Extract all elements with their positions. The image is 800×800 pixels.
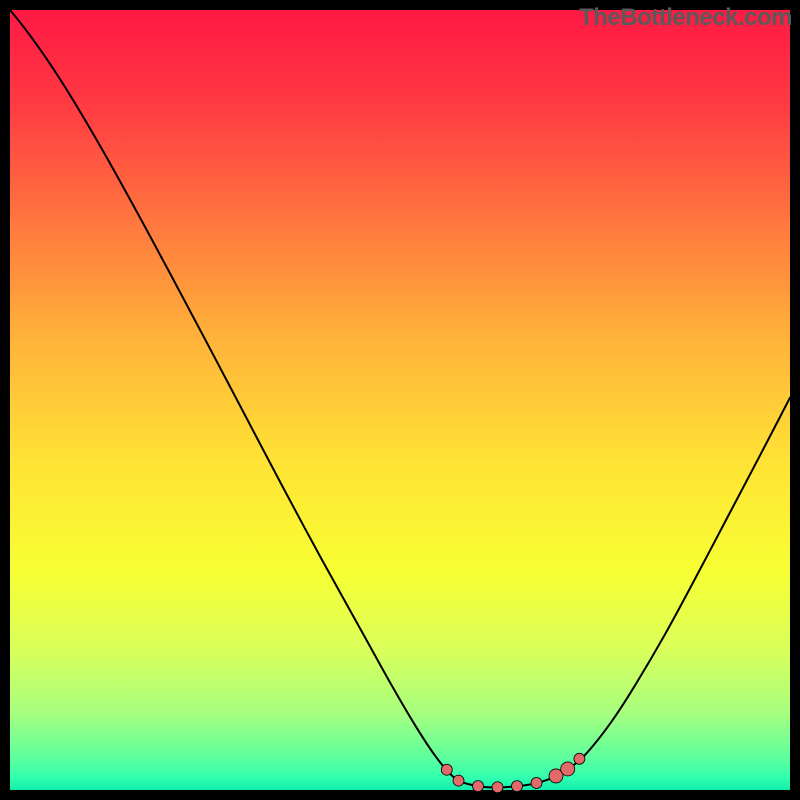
optimal-marker <box>492 782 503 793</box>
bottleneck-chart: TheBottleneck.com <box>0 0 800 800</box>
optimal-marker <box>441 764 452 775</box>
optimal-marker <box>473 781 484 792</box>
optimal-marker <box>512 781 523 792</box>
optimal-marker <box>453 775 464 786</box>
optimal-marker <box>561 762 575 776</box>
optimal-marker <box>531 777 542 788</box>
plot-area <box>10 10 790 790</box>
optimal-marker <box>574 753 585 764</box>
chart-svg <box>0 0 800 800</box>
